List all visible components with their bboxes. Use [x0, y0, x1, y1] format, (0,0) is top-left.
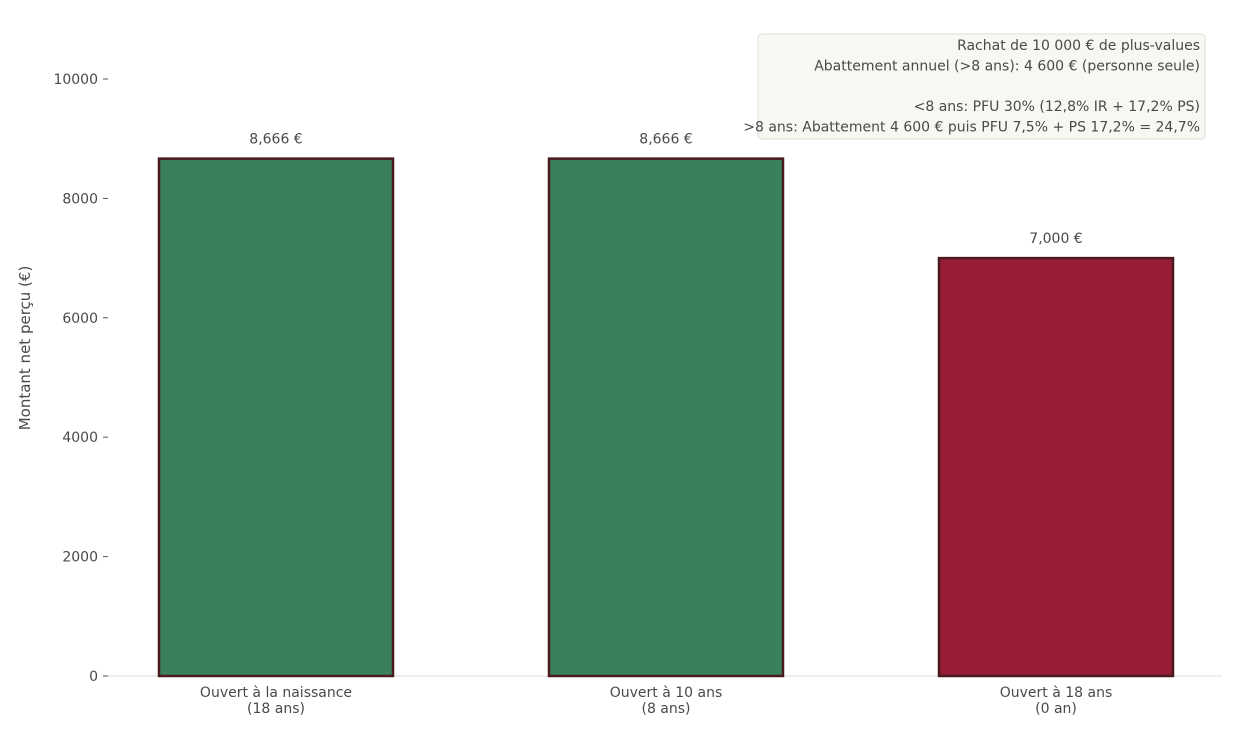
bars [157, 157, 1175, 678]
annotation-line: Abattement annuel (>8 ans): 4 600 € (per… [814, 58, 1200, 74]
bar [157, 157, 395, 678]
x-axis: Ouvert à la naissance(18 ans) Ouvert à 10… [108, 675, 1222, 717]
y-tick-label: 0 [89, 669, 98, 685]
y-tick-label: 8000 [62, 191, 98, 207]
bar-value-label: 8,666 € [249, 132, 302, 148]
x-tick-label: (8 ans) [641, 701, 690, 717]
bar [937, 256, 1175, 678]
x-tick-label: Ouvert à 10 ans [610, 685, 723, 701]
x-tick-label: Ouvert à la naissance [200, 685, 352, 701]
y-tick-label: 10000 [53, 72, 98, 88]
x-tick-label: (18 ans) [247, 701, 305, 717]
bar-value-label: 7,000 € [1029, 231, 1082, 247]
annotation-line: >8 ans: Abattement 4 600 € puis PFU 7,5%… [743, 120, 1200, 136]
annotation-line: Rachat de 10 000 € de plus-values [957, 38, 1200, 54]
x-tick-label: Ouvert à 18 ans [1000, 685, 1113, 701]
y-axis: 0 2000 4000 6000 8000 10000 [53, 72, 108, 685]
y-tick-label: 6000 [62, 311, 98, 327]
annotation-box: Rachat de 10 000 € de plus-values Abattem… [743, 33, 1206, 140]
y-axis-label: Montant net perçu (€) [16, 266, 34, 431]
x-tick-label: (0 an) [1035, 701, 1077, 717]
bar-value-label: 8,666 € [639, 132, 692, 148]
bar [547, 157, 785, 678]
annotation-background [757, 33, 1206, 140]
value-labels: 8,666 € 8,666 € 7,000 € [249, 132, 1082, 247]
y-tick-label: 2000 [62, 550, 98, 566]
y-tick-label: 4000 [62, 430, 98, 446]
annotation-line: <8 ans: PFU 30% (12,8% IR + 17,2% PS) [914, 99, 1200, 115]
